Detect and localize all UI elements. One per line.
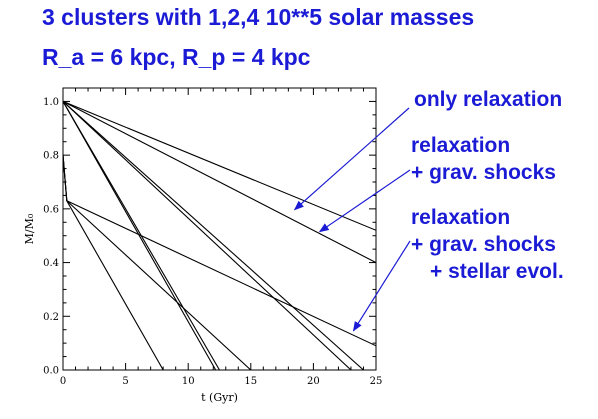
annotation-evolution-line-1: relaxation — [411, 206, 511, 229]
y-tick-label: 0.6 — [43, 204, 59, 215]
annotation-shocks-line-2: + grav. shocks — [411, 161, 556, 184]
annotation-relaxation-only: only relaxation — [414, 88, 563, 111]
series-line-shocks-5 — [63, 101, 217, 370]
series-line-relaxation-1 — [63, 100, 376, 264]
annotation-arrow-shocks — [318, 169, 411, 233]
annotation-evolution-line-3: + stellar evol. — [430, 260, 564, 283]
annotation-arrows — [293, 107, 411, 332]
x-tick-label: 15 — [244, 376, 257, 387]
y-tick-label: 0.4 — [43, 258, 59, 269]
x-tick-label: 0 — [60, 376, 66, 387]
x-tick-label: 20 — [307, 376, 320, 387]
series-lines — [63, 100, 376, 370]
series-line-shocks-3 — [63, 100, 364, 370]
y-tick-label: 1.0 — [43, 97, 59, 108]
annotation-arrow-relaxation_only — [293, 107, 410, 211]
x-axis-label: t (Gyr) — [201, 391, 238, 404]
series-line-relaxation-0 — [63, 100, 376, 231]
annotation-shocks-line-1: relaxation — [411, 134, 511, 157]
y-axis-label: M/M₀ — [23, 213, 36, 244]
axes: 0 5 10 15 20 25 0.0 0.2 0.4 0.6 0.8 1.0 t (Gyr) M/M₀ — [23, 87, 383, 404]
annotation-arrow-evolution — [352, 240, 411, 332]
plot-frame — [62, 87, 377, 371]
annotation-evolution-line-2: + grav. shocks — [411, 233, 556, 256]
chart-title-line-1: 3 clusters with 1,2,4 10**5 solar masses — [42, 4, 475, 30]
y-tick-label: 0.8 — [43, 151, 59, 162]
x-tick-label: 25 — [370, 376, 383, 387]
x-tick-label: 5 — [122, 376, 128, 387]
x-tick-label: 10 — [182, 376, 195, 387]
series-line-relaxation-2 — [63, 100, 352, 370]
series-line-evolution-8 — [63, 155, 164, 370]
y-tick-label: 0.0 — [43, 366, 59, 377]
chart-title-line-2: R_a = 6 kpc, R_p = 4 kpc — [42, 44, 311, 70]
y-tick-label: 0.2 — [43, 312, 59, 323]
